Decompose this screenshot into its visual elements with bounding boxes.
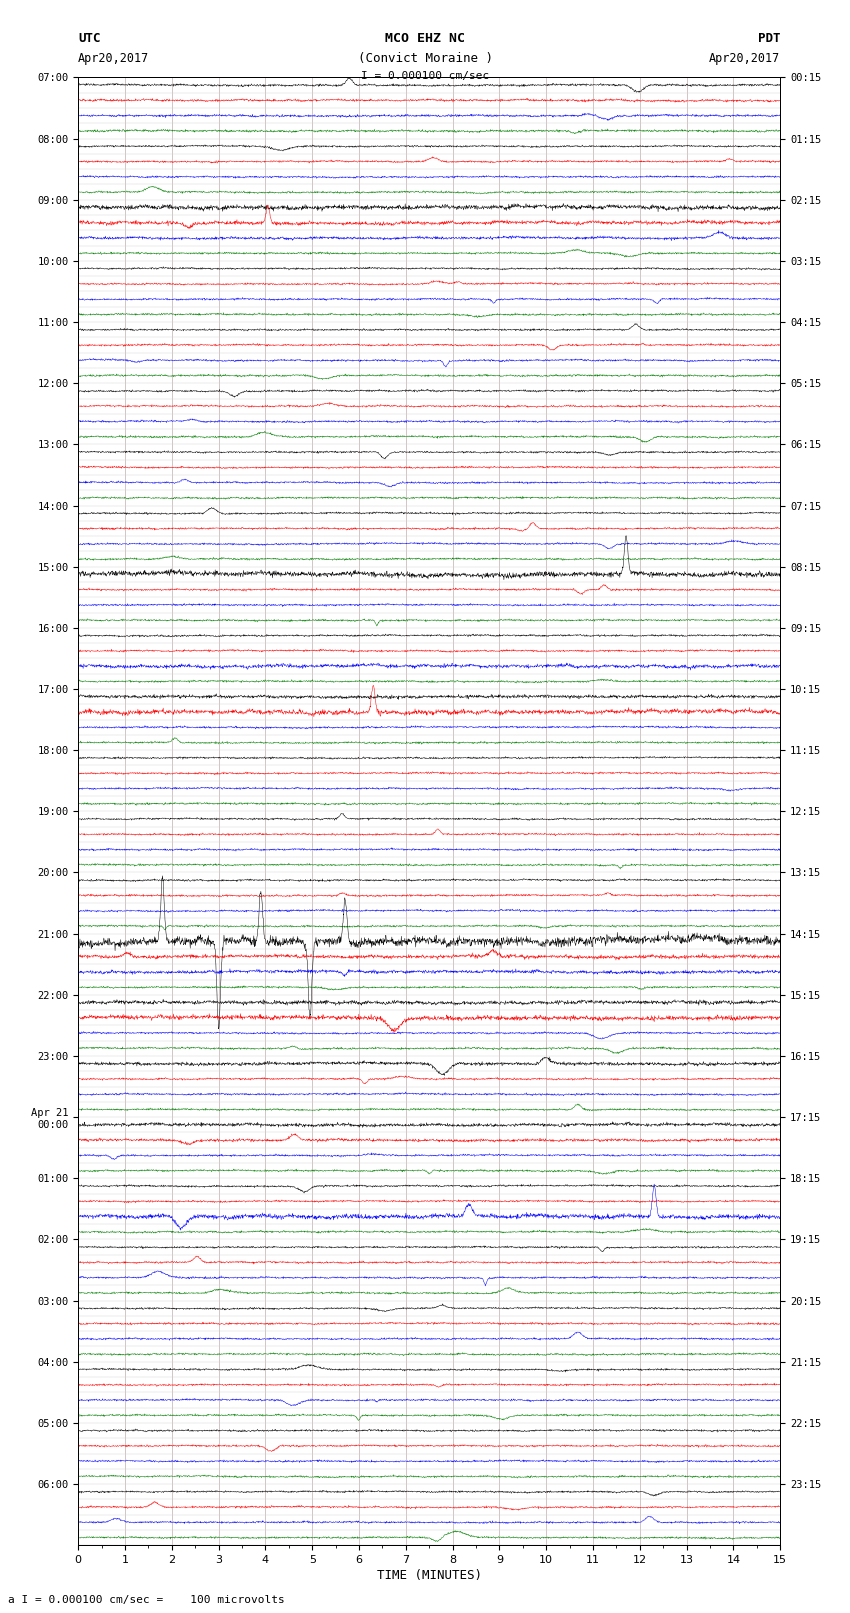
Text: UTC: UTC <box>78 32 100 45</box>
Text: Apr20,2017: Apr20,2017 <box>709 52 780 65</box>
Text: MCO EHZ NC: MCO EHZ NC <box>385 32 465 45</box>
Text: Apr20,2017: Apr20,2017 <box>78 52 150 65</box>
X-axis label: TIME (MINUTES): TIME (MINUTES) <box>377 1569 482 1582</box>
Text: (Convict Moraine ): (Convict Moraine ) <box>358 52 492 65</box>
Text: I = 0.000100 cm/sec: I = 0.000100 cm/sec <box>361 71 489 81</box>
Text: a I = 0.000100 cm/sec =    100 microvolts: a I = 0.000100 cm/sec = 100 microvolts <box>8 1595 286 1605</box>
Text: PDT: PDT <box>758 32 780 45</box>
